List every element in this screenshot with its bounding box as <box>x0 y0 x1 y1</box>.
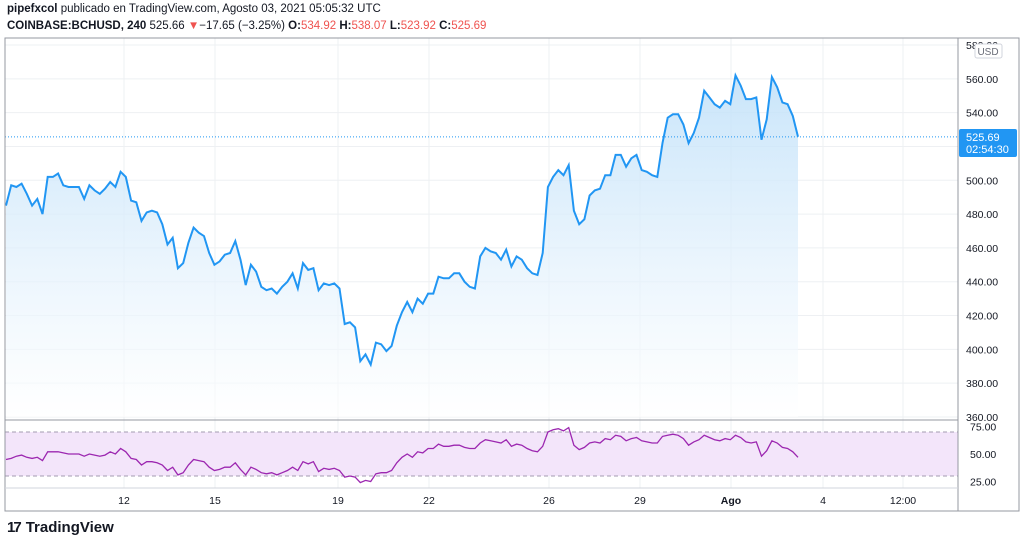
tradingview-logo-text: TradingView <box>25 519 114 536</box>
low-label: L: <box>389 20 401 32</box>
author-name: pipefxcol <box>7 3 58 15</box>
publish-info: publicado en TradingView.com, Agosto 03,… <box>60 3 381 15</box>
price-tick-label: 420.00 <box>966 311 998 323</box>
time-tick-label: 26 <box>543 495 555 507</box>
time-tick-label: 12:00 <box>890 495 916 507</box>
rsi-series-line[interactable] <box>5 426 799 484</box>
close-value: 525.69 <box>451 20 487 32</box>
currency-label: USD <box>977 47 998 58</box>
last-price: 525.66 <box>149 20 185 32</box>
time-tick-label: 19 <box>332 495 344 507</box>
price-change: −17.65 (−3.25%) <box>199 20 285 32</box>
symbol-label: COINBASE:BCHUSD, 240 <box>7 20 147 32</box>
price-tick-label: 380.00 <box>966 378 998 390</box>
high-value: 538.07 <box>351 20 387 32</box>
ohlc-legend: COINBASE:BCHUSD, 240 525.66 ▼−17.65 (−3.… <box>7 20 486 32</box>
last-price-badge: 525.69 02:54:30 <box>959 129 1017 157</box>
rsi-tick-label: 25.00 <box>970 477 996 489</box>
rsi-tick-label: 75.00 <box>970 422 996 434</box>
currency-box[interactable] <box>974 43 1003 59</box>
open-label: O: <box>288 20 301 32</box>
price-axis-ticks: 360.00 380.00 400.00 420.00 440.00 460.00 480.… <box>966 40 998 424</box>
time-tick-label: 29 <box>634 495 646 507</box>
rsi-band <box>5 432 958 476</box>
close-label: C: <box>439 20 452 32</box>
bar-countdown: 02:54:30 <box>966 144 1009 156</box>
rsi-tick-label: 50.00 <box>970 449 996 461</box>
rsi-axis-ticks: 25.00 50.00 75.00 <box>970 422 996 489</box>
down-arrow-icon: ▼ <box>187 20 200 32</box>
open-value: 534.92 <box>300 20 337 32</box>
price-area-fill <box>6 75 798 418</box>
time-tick-label: 4 <box>820 495 826 507</box>
time-tick-label: 15 <box>209 495 221 507</box>
time-axis-ticks: 12 15 19 22 26 29 Ago 4 12:00 <box>118 495 916 507</box>
time-tick-label: 12 <box>118 495 130 507</box>
tradingview-logo-icon: 17 <box>7 519 22 536</box>
price-tick-label: 400.00 <box>966 344 998 356</box>
price-tick-label: 360.00 <box>966 412 998 424</box>
price-series-line[interactable] <box>5 72 799 368</box>
price-tick-label: 540.00 <box>966 108 998 120</box>
chart-frame <box>4 37 1020 512</box>
time-tick-label: 22 <box>423 495 435 507</box>
price-tick-label: 500.00 <box>966 175 998 187</box>
price-tick-label: 480.00 <box>966 209 998 221</box>
price-tick-label: 460.00 <box>966 243 998 255</box>
low-value: 523.92 <box>400 20 436 32</box>
last-price-badge-value: 525.69 <box>966 132 1000 144</box>
high-label: H: <box>339 20 352 32</box>
price-tick-label: 440.00 <box>966 277 998 289</box>
time-tick-label: Ago <box>721 495 741 507</box>
publish-line: pipefxcol publicado en TradingView.com, … <box>7 3 381 15</box>
tradingview-logo[interactable]: 17 TradingView <box>7 519 114 536</box>
price-tick-label: 560.00 <box>966 74 998 86</box>
